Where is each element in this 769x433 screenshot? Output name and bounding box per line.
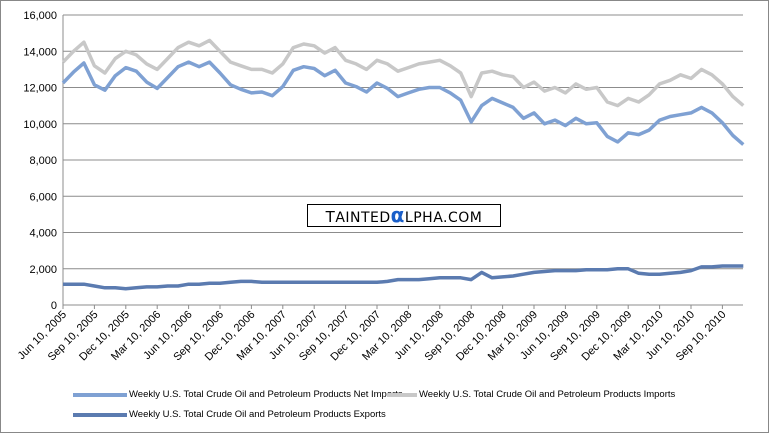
- y-tick-label: 16,000: [23, 10, 57, 22]
- legend-item-imports: Weekly U.S. Total Crude Oil and Petroleu…: [387, 389, 675, 400]
- legend-item-net-imports: Weekly U.S. Total Crude Oil and Petroleu…: [73, 389, 403, 400]
- y-tick-label: 4,000: [29, 228, 57, 240]
- y-tick-label: 0: [51, 300, 57, 312]
- legend-label: Weekly U.S. Total Crude Oil and Petroleu…: [129, 389, 403, 400]
- y-tick-label: 8,000: [29, 155, 57, 167]
- watermark-logo: TAINTEDαLPHA.COM: [307, 204, 501, 227]
- series-line-2: [63, 264, 744, 291]
- y-tick-label: 2,000: [29, 264, 57, 276]
- legend-item-exports: Weekly U.S. Total Crude Oil and Petroleu…: [73, 409, 386, 420]
- y-tick-label: 10,000: [23, 119, 57, 131]
- legend-swatch: [73, 412, 127, 417]
- legend-swatch: [73, 392, 127, 397]
- legend-label: Weekly U.S. Total Crude Oil and Petroleu…: [419, 389, 676, 400]
- series-line-1: [61, 38, 745, 108]
- legend-label: Weekly U.S. Total Crude Oil and Petroleu…: [129, 409, 386, 420]
- legend-swatch: [387, 392, 417, 397]
- y-tick-label: 6,000: [29, 191, 57, 203]
- y-tick-label: 14,000: [23, 46, 57, 58]
- y-tick-label: 12,000: [23, 83, 57, 95]
- series-line-0: [61, 60, 745, 146]
